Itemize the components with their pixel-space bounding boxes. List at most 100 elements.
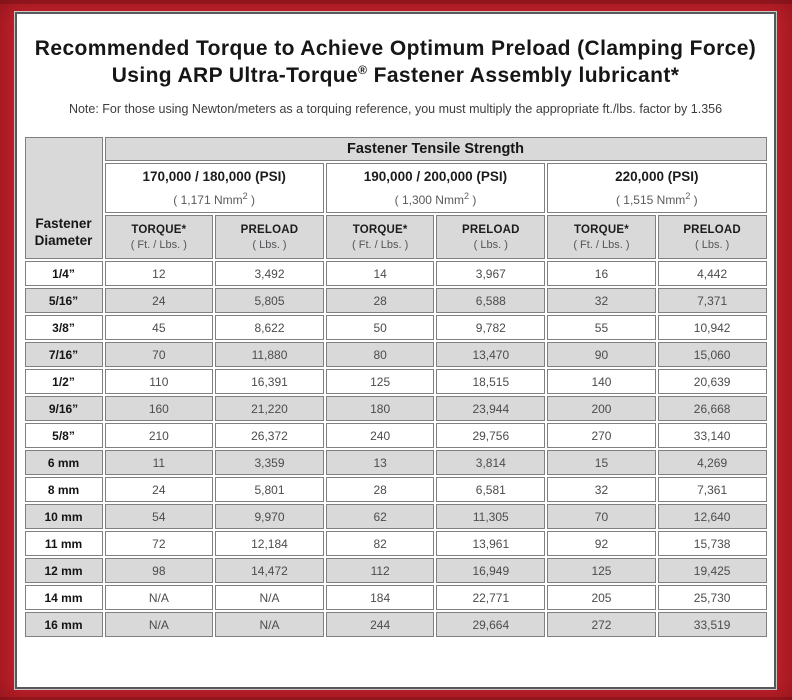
fastener-diameter-cell: 5/16” <box>24 288 103 313</box>
torque-value-cell: 110 <box>104 369 214 394</box>
torque-unit: ( Ft. / Lbs. ) <box>130 238 187 251</box>
preload-value-cell: 33,519 <box>657 612 767 637</box>
fastener-diameter-cell: 14 mm <box>24 585 103 610</box>
fastener-diameter-cell: 6 mm <box>24 450 103 475</box>
title-line-2-suffix: Fastener Assembly lubricant* <box>367 64 680 87</box>
preload-unit: ( Lbs. ) <box>252 238 287 251</box>
psi-label: 220,000 (PSI) <box>615 169 699 184</box>
torque-value-cell: 24 <box>104 477 214 502</box>
preload-value-cell: 5,805 <box>215 288 324 313</box>
fastener-diameter-cell: 7/16” <box>24 342 103 367</box>
torque-value-cell: 240 <box>325 423 435 448</box>
preload-value-cell: 29,664 <box>436 612 546 637</box>
title-line-1: Recommended Torque to Achieve Optimum Pr… <box>34 37 757 60</box>
torque-value-cell: 140 <box>547 369 656 394</box>
preload-column-header: PRELOAD ( Lbs. ) <box>657 215 767 259</box>
preload-value-cell: 4,269 <box>657 450 767 475</box>
torque-value-cell: 11 <box>104 450 214 475</box>
conversion-note: Note: For those using Newton/meters as a… <box>68 102 723 116</box>
torque-value-cell: 50 <box>325 315 435 340</box>
torque-value-cell: 55 <box>547 315 656 340</box>
preload-value-cell: 16,949 <box>436 558 546 583</box>
fastener-diameter-cell: 3/8” <box>24 315 103 340</box>
table-row: 3/8” 45 8,622 50 9,782 55 10,942 <box>24 315 767 340</box>
preload-value-cell: 22,771 <box>436 585 546 610</box>
nmm-label: ( 1,515 Nmm2 ) <box>548 191 765 207</box>
psi-group-170-180: 170,000 / 180,000 (PSI) ( 1,171 Nmm2 ) <box>104 163 324 213</box>
fastener-diameter-cell: 10 mm <box>24 504 103 529</box>
preload-value-cell: 14,472 <box>215 558 324 583</box>
torque-value-cell: 32 <box>547 477 656 502</box>
torque-value-cell: 13 <box>325 450 435 475</box>
nmm-superscript: 2 <box>685 191 691 201</box>
preload-value-cell: 11,305 <box>436 504 546 529</box>
preload-value-cell: 26,372 <box>215 423 324 448</box>
nmm-superscript: 2 <box>242 191 248 201</box>
torque-preload-table: Fastener Diameter Fastener Tensile Stren… <box>23 135 769 639</box>
registered-trademark-symbol: ® <box>358 63 368 77</box>
preload-value-cell: 26,668 <box>657 396 767 421</box>
preload-label: PRELOAD <box>461 223 520 236</box>
torque-value-cell: 70 <box>104 342 214 367</box>
preload-value-cell: 19,425 <box>657 558 767 583</box>
psi-header-row: 170,000 / 180,000 (PSI) ( 1,171 Nmm2 ) 1… <box>25 163 767 213</box>
nmm-open: ( 1,300 Nmm <box>394 193 464 207</box>
preload-unit: ( Lbs. ) <box>473 238 508 251</box>
torque-value-cell: 125 <box>325 369 435 394</box>
preload-value-cell: 6,588 <box>436 288 546 313</box>
nmm-close: ) <box>690 193 698 207</box>
preload-value-cell: 12,184 <box>215 531 324 556</box>
torque-column-header: TORQUE* ( Ft. / Lbs. ) <box>547 215 656 259</box>
torque-value-cell: 28 <box>325 288 435 313</box>
torque-value-cell: 125 <box>547 558 656 583</box>
psi-group-220: 220,000 (PSI) ( 1,515 Nmm2 ) <box>547 163 767 213</box>
torque-value-cell: 184 <box>325 585 435 610</box>
preload-value-cell: N/A <box>215 585 324 610</box>
table-row: 1/4” 12 3,492 14 3,967 16 4,442 <box>24 261 767 286</box>
nmm-label: ( 1,171 Nmm2 ) <box>106 191 323 207</box>
tensile-strength-header-cell: Fastener Tensile Strength <box>104 137 767 161</box>
torque-value-cell: 62 <box>325 504 435 529</box>
torque-value-cell: 98 <box>104 558 214 583</box>
page-title: Recommended Torque to Achieve Optimum Pr… <box>17 35 774 89</box>
preload-value-cell: 16,391 <box>215 369 324 394</box>
preload-value-cell: 12,640 <box>657 504 767 529</box>
torque-value-cell: 72 <box>104 531 214 556</box>
torque-label: TORQUE* <box>131 223 187 236</box>
torque-value-cell: 90 <box>547 342 656 367</box>
fastener-diameter-cell: 16 mm <box>24 612 103 637</box>
torque-value-cell: 32 <box>547 288 656 313</box>
torque-value-cell: 160 <box>104 396 214 421</box>
table-row: 5/8” 210 26,372 240 29,756 270 33,140 <box>24 423 767 448</box>
preload-value-cell: 29,756 <box>436 423 546 448</box>
table-row: 5/16” 24 5,805 28 6,588 32 7,371 <box>24 288 767 313</box>
preload-value-cell: N/A <box>215 612 324 637</box>
torque-value-cell: 112 <box>325 558 435 583</box>
nmm-superscript: 2 <box>463 191 469 201</box>
preload-value-cell: 3,359 <box>215 450 324 475</box>
torque-value-cell: 210 <box>104 423 214 448</box>
tensile-strength-header-row: Fastener Diameter Fastener Tensile Stren… <box>24 137 767 259</box>
preload-value-cell: 11,880 <box>215 342 324 367</box>
torque-label: TORQUE* <box>574 223 629 236</box>
torque-value-cell: 272 <box>547 612 656 637</box>
torque-value-cell: 270 <box>547 423 656 448</box>
column-header-row: TORQUE* ( Ft. / Lbs. ) PRELOAD ( Lbs. ) … <box>25 215 767 259</box>
torque-value-cell: N/A <box>104 585 214 610</box>
preload-value-cell: 18,515 <box>436 369 546 394</box>
preload-value-cell: 9,782 <box>436 315 546 340</box>
preload-value-cell: 7,371 <box>657 288 767 313</box>
nmm-open: ( 1,171 Nmm <box>173 193 243 207</box>
table-row: 16 mm N/A N/A 244 29,664 272 33,519 <box>24 612 767 637</box>
preload-value-cell: 7,361 <box>657 477 767 502</box>
torque-value-cell: N/A <box>104 612 214 637</box>
preload-value-cell: 10,942 <box>657 315 767 340</box>
preload-value-cell: 4,442 <box>657 261 767 286</box>
table-row: 12 mm 98 14,472 112 16,949 125 19,425 <box>24 558 767 583</box>
fastener-diameter-cell: 12 mm <box>24 558 103 583</box>
preload-value-cell: 3,492 <box>215 261 324 286</box>
torque-value-cell: 24 <box>104 288 214 313</box>
psi-group-190-200: 190,000 / 200,000 (PSI) ( 1,300 Nmm2 ) <box>325 163 546 213</box>
torque-unit: ( Ft. / Lbs. ) <box>573 238 630 251</box>
